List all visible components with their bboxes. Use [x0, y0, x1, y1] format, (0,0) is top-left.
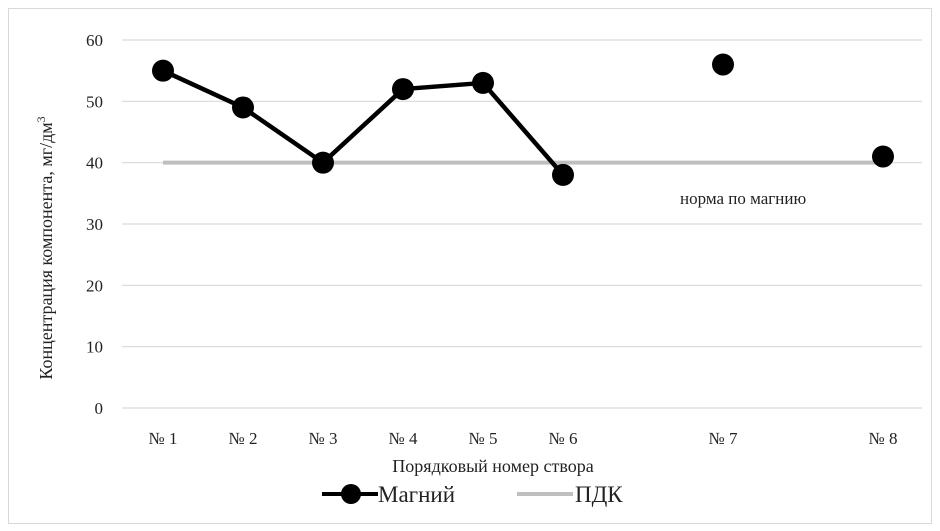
y-tick-label: 60	[86, 31, 103, 50]
x-tick-label: № 6	[549, 429, 578, 448]
x-tick-label: № 4	[389, 429, 418, 448]
legend-magnesium-marker	[341, 484, 361, 504]
x-tick-label: № 3	[309, 429, 338, 448]
series-magnesium-point	[232, 96, 254, 119]
x-tick-label: № 7	[709, 429, 738, 448]
series-magnesium-point	[312, 151, 334, 174]
grid-lines	[122, 39, 922, 409]
x-tick-labels: № 1 № 2 № 3 № 4 № 5 № 6 № 7 № 8	[149, 429, 898, 448]
y-tick-label: 50	[86, 92, 103, 111]
x-tick-label: № 2	[229, 429, 258, 448]
y-axis-title-text: Концентрация компонента, мг/дм	[36, 122, 56, 379]
y-tick-label: 30	[86, 215, 103, 234]
y-tick-label: 10	[86, 338, 103, 357]
series-magnesium-point	[872, 145, 894, 168]
series-magnesium-line	[162, 68, 565, 177]
series-magnesium-point	[552, 163, 574, 186]
legend-item-pdk: ПДК	[517, 482, 623, 507]
annotation-norm: норма по магнию	[680, 189, 806, 208]
y-tick-label: 20	[86, 276, 103, 295]
series-magnesium-point	[712, 53, 734, 76]
y-axis-title-superscript: 3	[34, 116, 48, 122]
series-magnesium-point	[392, 78, 414, 101]
chart-frame	[8, 8, 932, 524]
series-magnesium-point	[152, 59, 174, 82]
y-tick-label: 0	[95, 399, 104, 418]
x-tick-label: № 1	[149, 429, 178, 448]
y-tick-labels: 0 10 20 30 40 50 60	[86, 31, 103, 418]
legend-pdk-label: ПДК	[575, 482, 623, 507]
y-axis-title: Концентрация компонента, мг/дм3	[34, 116, 56, 379]
x-axis-title: Порядковый номер створа	[392, 456, 593, 476]
legend-item-magnesium: Магний	[322, 482, 455, 507]
series-magnesium-point	[472, 71, 494, 94]
series-layer	[152, 53, 894, 186]
y-tick-label: 40	[86, 154, 103, 173]
x-tick-label: № 5	[469, 429, 498, 448]
x-tick-label: № 8	[869, 429, 898, 448]
legend: Магний ПДК	[322, 482, 623, 507]
legend-magnesium-label: Магний	[378, 482, 455, 507]
